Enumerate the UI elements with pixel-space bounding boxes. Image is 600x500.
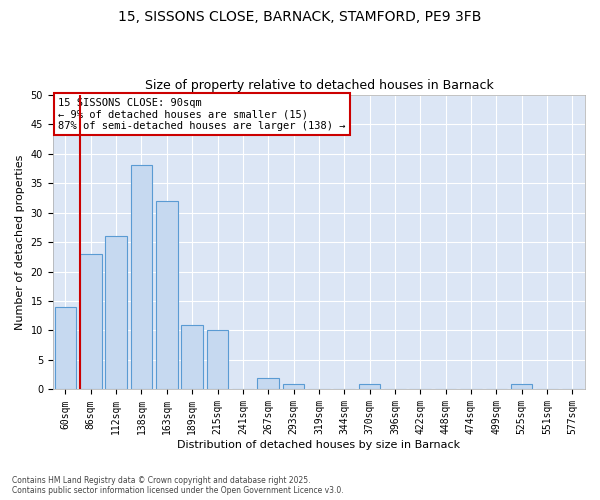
Title: Size of property relative to detached houses in Barnack: Size of property relative to detached ho… xyxy=(145,79,493,92)
Bar xyxy=(257,378,279,390)
X-axis label: Distribution of detached houses by size in Barnack: Distribution of detached houses by size … xyxy=(178,440,460,450)
Text: 15, SISSONS CLOSE, BARNACK, STAMFORD, PE9 3FB: 15, SISSONS CLOSE, BARNACK, STAMFORD, PE… xyxy=(118,10,482,24)
Bar xyxy=(55,307,76,390)
Bar xyxy=(106,236,127,390)
Text: Contains HM Land Registry data © Crown copyright and database right 2025.
Contai: Contains HM Land Registry data © Crown c… xyxy=(12,476,344,495)
Text: 15 SISSONS CLOSE: 90sqm
← 9% of detached houses are smaller (15)
87% of semi-det: 15 SISSONS CLOSE: 90sqm ← 9% of detached… xyxy=(58,98,346,130)
Bar xyxy=(359,384,380,390)
Bar xyxy=(511,384,532,390)
Bar xyxy=(131,166,152,390)
Bar xyxy=(283,384,304,390)
Y-axis label: Number of detached properties: Number of detached properties xyxy=(15,154,25,330)
Bar xyxy=(181,324,203,390)
Bar xyxy=(207,330,228,390)
Bar xyxy=(80,254,101,390)
Bar xyxy=(156,200,178,390)
